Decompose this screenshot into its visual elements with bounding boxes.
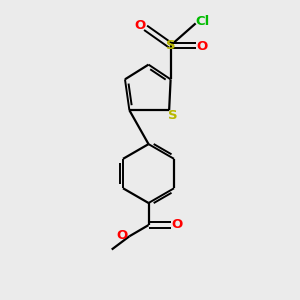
Text: Cl: Cl	[196, 14, 210, 28]
Text: O: O	[116, 230, 128, 242]
Text: S: S	[168, 109, 178, 122]
Text: O: O	[135, 19, 146, 32]
Text: O: O	[196, 40, 208, 53]
Text: S: S	[166, 39, 175, 52]
Text: O: O	[172, 218, 183, 231]
